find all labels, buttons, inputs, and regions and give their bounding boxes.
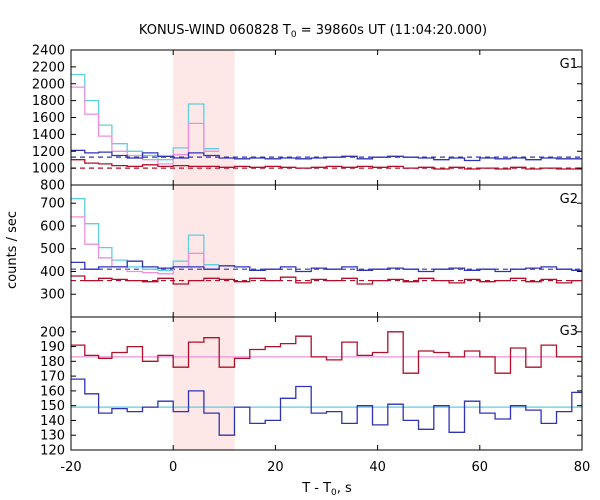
y-tick-label: 2400 — [32, 44, 65, 59]
panel-label-g1: G1 — [560, 57, 578, 72]
y-tick-label: 180 — [40, 355, 65, 370]
y-tick-label: 130 — [40, 429, 65, 444]
y-tick-label: 1800 — [32, 94, 65, 109]
y-tick-label: 150 — [40, 399, 65, 414]
y-tick-label: 140 — [40, 414, 65, 429]
series-lightcurve_b-1 — [71, 331, 582, 374]
series-high_res_alt-1 — [71, 216, 220, 275]
y-tick-label: 160 — [40, 384, 65, 399]
panel-series — [71, 73, 582, 170]
y-axis-label: counts / sec — [5, 211, 20, 289]
x-axis-label: T - T0, s — [301, 481, 352, 498]
y-tick-label: 1200 — [32, 145, 65, 160]
series-lightcurve_b-3 — [71, 275, 582, 285]
y-tick-label: 800 — [40, 179, 65, 194]
series-lightcurve_a-2 — [71, 260, 582, 273]
y-tick-label: 1600 — [32, 111, 65, 126]
panel-label-g2: G2 — [560, 192, 578, 207]
x-tick-label: 80 — [574, 460, 591, 475]
panel-frame — [70, 316, 583, 451]
x-tick-label: -20 — [60, 460, 81, 475]
y-tick-label: 1400 — [32, 128, 65, 143]
series-lightcurve_a-0 — [71, 378, 582, 436]
y-tick-label: 200 — [40, 325, 65, 340]
chart-title: KONUS-WIND 060828 T0 = 39860s UT (11:04:… — [139, 23, 487, 40]
x-tick-label: 0 — [169, 460, 177, 475]
y-tick-label: 2200 — [32, 60, 65, 75]
panel-label-g3: G3 — [560, 324, 578, 339]
y-tick-label: 500 — [40, 242, 65, 257]
y-tick-label: 120 — [40, 444, 65, 459]
x-tick-label: 60 — [472, 460, 489, 475]
x-tick-label: 20 — [267, 460, 284, 475]
x-tick-label: 40 — [369, 460, 386, 475]
panel-g2: 300 400 500 600 700 G2 — [40, 184, 583, 318]
panel-frame — [70, 184, 583, 318]
panel-series — [71, 198, 582, 285]
y-tick-label: 300 — [40, 288, 65, 303]
series-lightcurve_a-2 — [71, 149, 582, 162]
y-tick-label: 1000 — [32, 162, 65, 177]
y-tick-label: 170 — [40, 370, 65, 385]
y-tick-label: 2000 — [32, 77, 65, 92]
panel-series — [71, 331, 582, 436]
y-tick-label: 190 — [40, 340, 65, 355]
series-high_res-0 — [71, 198, 220, 271]
plot-area: 80010001200140016001800200022002400G1300… — [32, 44, 590, 476]
y-tick-label: 700 — [40, 197, 65, 212]
y-tick-label: 400 — [40, 265, 65, 280]
series-lightcurve_b-3 — [71, 159, 582, 170]
y-tick-label: 600 — [40, 219, 65, 234]
